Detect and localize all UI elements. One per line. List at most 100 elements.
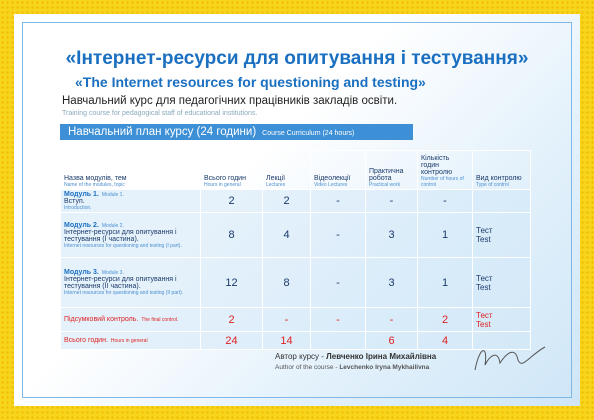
value: -: [284, 313, 289, 326]
value-cell: 4: [262, 212, 311, 258]
column-header: Назва модулів, тем Name of the modules, t…: [60, 150, 201, 190]
value-cell: -: [262, 307, 311, 332]
value: 12: [225, 276, 238, 289]
value-cell: 4: [417, 331, 473, 350]
table-row: Всього годин. Hours in general 24 14 6 4: [60, 331, 531, 350]
value-cell: 24: [200, 331, 263, 350]
value: 4: [283, 229, 290, 241]
module-label: Модуль 3.: [64, 269, 99, 276]
author-label: Автор курсу -: [275, 352, 327, 361]
type-text: Test: [476, 319, 491, 329]
author-name: Левченко Ірина Михайлівна: [326, 352, 437, 361]
value: 1: [441, 229, 449, 241]
module-label: Всього годин.: [64, 337, 108, 344]
module-topic-en: Introduction.: [64, 205, 92, 211]
type-text: Test: [476, 235, 491, 244]
value: 8: [228, 229, 235, 241]
table-row: Модуль 1. Module 1. Вступ. Introduction. 2 2 -…: [60, 189, 531, 213]
header-text-en: Practical work: [369, 182, 401, 188]
module-label-en: Module 1.: [101, 192, 124, 198]
column-header: Лекції Lectures: [262, 150, 311, 190]
value-cell: 6: [365, 331, 418, 350]
value: 1: [441, 276, 449, 289]
author-label-en: Author of the course -: [275, 364, 340, 371]
value-cell: 1: [417, 212, 473, 258]
module-label-en: Module 3.: [101, 270, 124, 276]
header-text: Всього годин: [204, 175, 246, 182]
module-topic: Вступ.: [64, 198, 85, 205]
value-cell: -: [365, 189, 418, 213]
module-cell: Модуль 3. Module 3. Інтернет-ресурси для о…: [60, 257, 201, 308]
header-text-en: Type of control: [476, 182, 509, 188]
value: 24: [225, 334, 238, 347]
value: 14: [280, 334, 293, 347]
value-cell: 8: [262, 257, 311, 308]
value-cell: -: [310, 212, 366, 258]
module-topic: Інтернет-ресурси для опитування і тестув…: [64, 228, 177, 243]
column-header: Кількість годин контролю Number of hours …: [417, 150, 473, 190]
module-cell: Всього годин. Hours in general: [60, 331, 201, 350]
module-label-en: Hours in general: [110, 338, 148, 344]
value: -: [336, 195, 340, 207]
table-row: Модуль 2. Module 2. Інтернет-ресурси для о…: [60, 212, 531, 258]
module-cell: Модуль 2. Module 2. Інтернет-ресурси для о…: [60, 212, 201, 258]
value-cell: 1: [417, 257, 473, 308]
value: 6: [388, 334, 395, 347]
type-text: Тест: [476, 273, 493, 283]
column-header: Практична робота Practical work: [365, 150, 418, 190]
module-label-en: The final control.: [141, 317, 179, 323]
value-cell: -: [365, 307, 418, 332]
plan-title: Навчальний план курсу (24 години): [68, 126, 257, 138]
module-topic-en: Internet resources for questioning and t…: [64, 242, 182, 249]
value: 4: [441, 334, 449, 347]
header-text-en: Lectures: [266, 182, 286, 188]
column-header: Вид контролю Type of control: [472, 150, 531, 190]
value: -: [389, 195, 394, 207]
plan-title-en: Course Curriculum (24 hours): [262, 130, 355, 137]
value: 2: [441, 313, 449, 326]
value-cell: 3: [365, 257, 418, 308]
header-text-en: Hours in general: [204, 182, 241, 188]
value: 3: [388, 229, 395, 241]
value-cell: -: [417, 189, 473, 213]
value-cell: 2: [200, 189, 263, 213]
value-cell: 3: [365, 212, 418, 258]
header-text: Лекції: [266, 175, 286, 182]
value-cell: -: [310, 257, 366, 308]
value-cell: [310, 331, 366, 350]
value-cell: 8: [200, 212, 263, 258]
value: -: [443, 195, 447, 207]
header-text: Вид контролю: [476, 175, 522, 182]
header-text: Назва модулів, тем: [64, 175, 127, 182]
curriculum-table: Назва модулів, тем Name of the modules, t…: [60, 150, 531, 350]
value: -: [336, 313, 340, 326]
value: 3: [388, 276, 395, 289]
module-cell: Модуль 1. Module 1. Вступ. Introduction.: [60, 189, 201, 213]
value-cell: 14: [262, 331, 311, 350]
module-label-en: Module 2.: [101, 222, 124, 229]
module-cell: Підсумковий контроль. The final control.: [60, 307, 201, 332]
type-text: Тест: [476, 226, 493, 235]
author: Автор курсу - Левченко Ірина Михайлівна: [275, 352, 436, 361]
value-cell: 2: [417, 307, 473, 332]
header-text: Відеолекції: [314, 175, 351, 182]
column-header: Всього годин Hours in general: [200, 150, 263, 190]
type-cell: [472, 189, 531, 213]
header-text: Кількість годин контролю: [421, 155, 453, 176]
author-name-en: Levchenko Iryna Mykhailivna: [339, 364, 430, 371]
subtitle: Навчальний курс для педагогічних працівн…: [62, 95, 398, 107]
type-text: Тест: [476, 310, 493, 320]
type-cell: Тест Test: [472, 212, 531, 258]
header-text-en: Name of the modules, topic: [64, 182, 125, 188]
value: 2: [228, 313, 235, 326]
frame: [22, 22, 572, 398]
type-cell: [472, 331, 531, 350]
header-text: Практична робота: [369, 168, 404, 182]
type-cell: Тест Test: [472, 307, 531, 332]
header-text-en: Video Lectures: [314, 182, 348, 188]
header-text-en: Number of hours of control: [421, 176, 464, 188]
value: 2: [283, 195, 290, 207]
value: -: [389, 313, 394, 326]
module-label: Модуль 2.: [64, 221, 99, 229]
